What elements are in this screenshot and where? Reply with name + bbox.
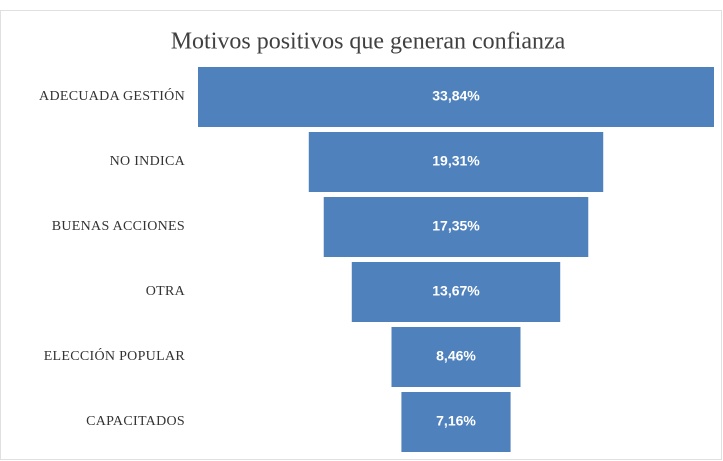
chart-border: [0, 10, 722, 460]
value-label: 13,67%: [432, 283, 480, 299]
category-label: OTRA: [146, 284, 186, 299]
value-label: 17,35%: [432, 218, 480, 234]
funnel-bar: [391, 327, 521, 387]
value-label: 19,31%: [432, 153, 480, 169]
category-label: CAPACITADOS: [86, 414, 185, 429]
category-label: ELECCIÓN POPULAR: [44, 347, 186, 364]
funnel-bar: [351, 262, 561, 322]
value-label: 8,46%: [436, 348, 476, 364]
category-label: ADECUADA GESTIÓN: [39, 87, 185, 104]
value-label: 7,16%: [436, 413, 476, 429]
funnel-bar: [308, 132, 604, 192]
chart-title: Motivos positivos que generan confianza: [171, 29, 566, 55]
funnel-bar: [323, 197, 589, 257]
category-label: NO INDICA: [110, 154, 186, 169]
category-label: BUENAS ACCIONES: [52, 219, 185, 234]
value-label: 33,84%: [432, 88, 480, 104]
funnel-bar: [401, 392, 511, 452]
funnel-bar: [198, 67, 714, 127]
